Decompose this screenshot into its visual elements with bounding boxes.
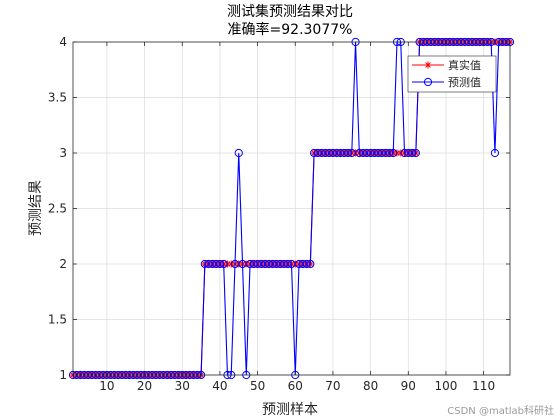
data-point-circle: [302, 259, 311, 269]
y-tick-label: 2.5: [48, 202, 67, 216]
x-tick-label: 70: [325, 379, 340, 393]
chart-title: 测试集预测结果对比: [227, 3, 353, 20]
data-point-star: [424, 61, 432, 69]
legend-label-true: 真实值: [448, 58, 481, 72]
data-point-circle: [215, 259, 225, 269]
y-tick-label: 1.5: [48, 313, 67, 327]
y-tick-label: 3.5: [48, 91, 67, 105]
x-tick-label: 110: [472, 379, 495, 393]
data-point-circle: [283, 259, 292, 269]
data-point-circle: [306, 259, 315, 269]
x-tick-label: 30: [175, 379, 190, 393]
data-point-circle: [343, 148, 353, 158]
data-point-circle: [389, 148, 398, 158]
data-point-circle: [385, 148, 394, 158]
x-tick-label: 100: [435, 379, 458, 393]
legend-marker-star: [424, 61, 432, 69]
x-tick-label: 90: [401, 379, 416, 393]
x-tick-label: 80: [363, 379, 378, 393]
x-tick-label: 60: [288, 379, 303, 393]
x-tick-label: 50: [250, 379, 265, 393]
y-tick-label: 3: [59, 146, 67, 160]
legend-label-pred: 预测值: [448, 76, 481, 89]
y-tick-label: 4: [59, 35, 67, 49]
y-axis-label: 预测结果: [28, 180, 44, 236]
data-point-circle: [407, 148, 417, 158]
x-tick-label: 40: [212, 379, 227, 393]
data-point-circle: [423, 77, 433, 87]
watermark: CSDN @matlab科研社: [447, 404, 554, 417]
data-point-circle: [490, 148, 500, 158]
chart-subtitle: 准确率=92.3077%: [228, 21, 353, 38]
x-axis-label: 预测样本: [262, 402, 318, 418]
y-tick-label: 1: [59, 368, 67, 382]
data-point-circle: [219, 259, 228, 269]
x-tick-label: 20: [137, 379, 152, 393]
y-tick-label: 2: [59, 257, 67, 271]
tick-layer: 10 20 30 40 50 60 70 80 90 100 110 1 1.5 2 2.5 3 3.5 4: [48, 35, 510, 393]
data-point-circle: [234, 148, 243, 158]
legend: 真实值 预测值: [407, 55, 497, 93]
x-tick-label: 10: [99, 379, 114, 393]
legend-marker-circle: [423, 77, 433, 87]
legend-box: [407, 55, 497, 93]
data-point-circle: [411, 148, 420, 158]
